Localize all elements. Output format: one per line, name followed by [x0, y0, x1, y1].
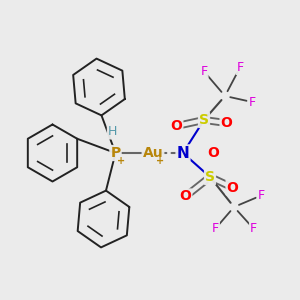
Text: O: O: [170, 119, 182, 133]
Text: H: H: [108, 125, 117, 139]
Text: F: F: [248, 95, 256, 109]
Text: N: N: [177, 146, 189, 160]
Text: O: O: [220, 116, 232, 130]
Text: F: F: [250, 222, 257, 235]
Text: S: S: [205, 170, 215, 184]
Text: F: F: [200, 65, 208, 78]
Text: +: +: [117, 155, 126, 166]
Text: S: S: [199, 113, 209, 127]
Text: O: O: [179, 190, 191, 203]
Text: Au: Au: [143, 146, 163, 160]
Text: F: F: [212, 222, 219, 235]
Text: F: F: [236, 61, 244, 74]
Text: F: F: [257, 189, 265, 202]
Text: +: +: [156, 155, 165, 166]
Text: P: P: [110, 146, 121, 160]
Text: O: O: [207, 146, 219, 160]
Text: O: O: [226, 181, 238, 194]
